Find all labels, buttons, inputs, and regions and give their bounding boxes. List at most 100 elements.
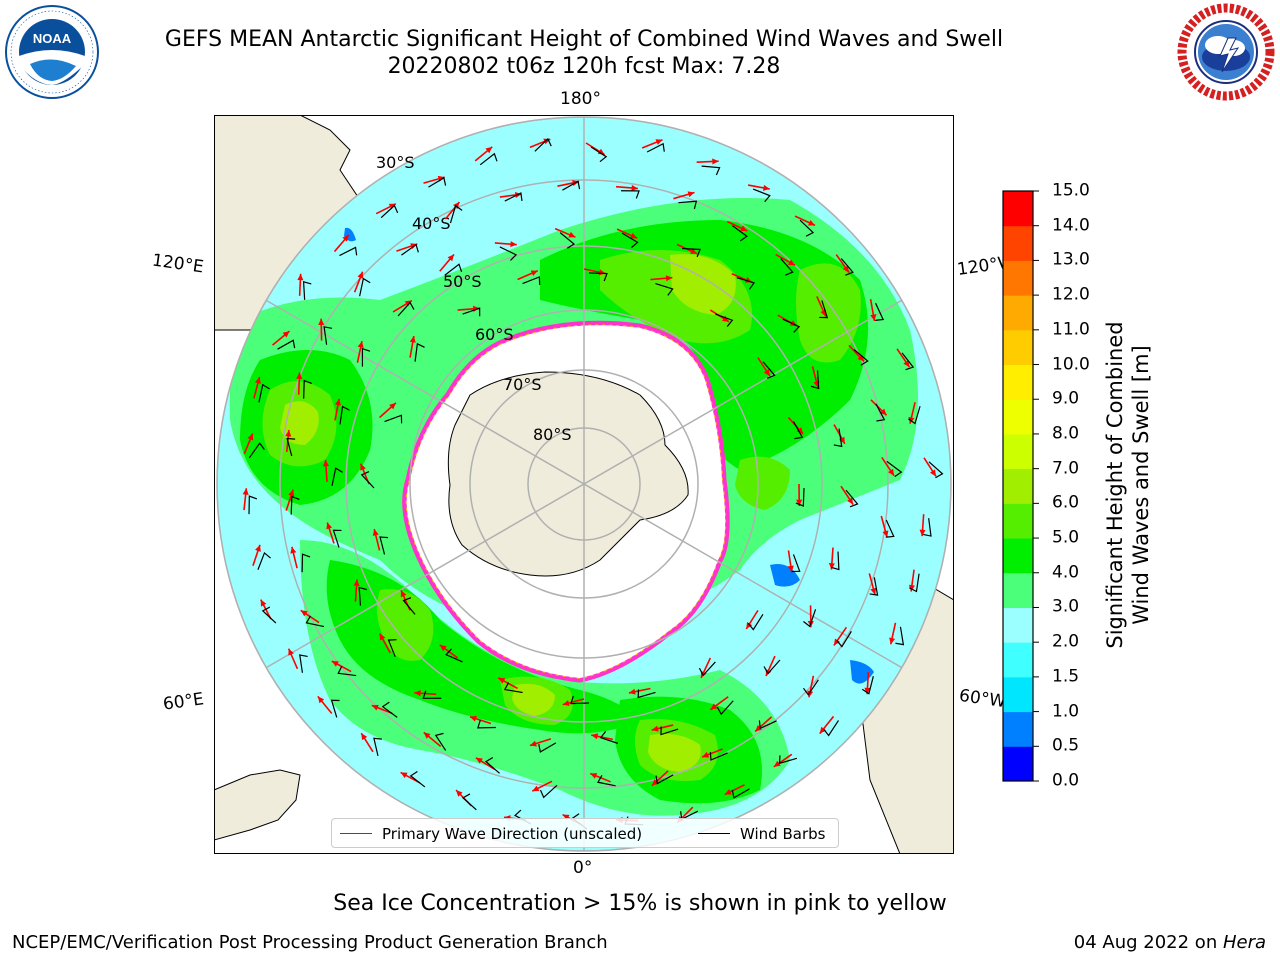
colorbar-bin: [1003, 295, 1033, 331]
wave-direction-arrowhead: [287, 648, 294, 656]
wave-direction-arrowhead: [796, 426, 803, 434]
colorbar-tick-label: 2.0: [1052, 631, 1080, 652]
colorbar-tick-label: 14.0: [1052, 215, 1090, 236]
nws-logo-icon: [1176, 2, 1276, 102]
wind-barb: [752, 188, 771, 202]
wave-direction-arrowhead: [562, 699, 570, 706]
wave-direction-arrowhead: [846, 497, 853, 505]
wind-barb: [413, 342, 425, 362]
wind-barb-legend-swatch: [698, 833, 730, 834]
wind-barb: [901, 352, 914, 370]
colorbar-bin: [1003, 191, 1033, 227]
wind-barb: [427, 176, 446, 188]
footer-date: 04 Aug 2022 on Hera: [1074, 932, 1266, 954]
colorbar-frame: [1002, 190, 1034, 782]
lat-label-40: 40°S: [412, 214, 451, 233]
lat-label-70: 70°S: [503, 375, 542, 394]
wave-direction-arrowhead: [379, 633, 385, 640]
wave-direction-arrowhead: [509, 240, 517, 247]
wave-direction-arrowhead: [739, 225, 747, 231]
wind-barb: [358, 586, 367, 606]
wind-barb: [636, 688, 656, 698]
lat-label-80: 80°S: [533, 425, 572, 444]
wave-direction-arrowhead: [246, 432, 253, 440]
wind-barb: [885, 519, 895, 538]
wave-direction-arrowhead: [787, 565, 794, 572]
wind-barb: [782, 318, 800, 333]
wind-barb: [387, 638, 397, 657]
wind-barb: [521, 275, 540, 285]
wave-direction-arrowhead: [819, 309, 826, 317]
colorbar-bin: [1003, 433, 1033, 470]
wind-barb: [336, 665, 356, 676]
footer-machine: Hera: [1222, 932, 1266, 953]
wind-barb: [795, 487, 805, 507]
wave-direction-arrowhead: [562, 814, 570, 820]
wind-barb: [421, 690, 441, 699]
wave-direction-arrowhead: [360, 732, 367, 740]
wave-direction-arrowhead: [629, 232, 637, 238]
wind-barb: [830, 551, 840, 570]
colorbar: [1002, 189, 1052, 787]
wave-direction-arrowhead: [296, 273, 303, 280]
wind-barb: [869, 576, 878, 596]
wave-direction-arrowhead: [828, 562, 835, 570]
wave-direction-legend-label: Primary Wave Direction (unscaled): [382, 825, 643, 843]
wind-barb: [654, 773, 673, 784]
wind-barb: [434, 732, 446, 751]
wave-direction-arrowhead: [745, 621, 752, 629]
colorbar-tick-label: 3.0: [1052, 596, 1080, 617]
colorbar-tick-label: 10.0: [1052, 354, 1090, 375]
wind-barb: [358, 277, 371, 296]
colorbar-bin: [1003, 468, 1033, 504]
wave-direction-arrowhead: [423, 731, 431, 739]
wind-barb: [476, 719, 496, 728]
wind-barb: [659, 726, 678, 735]
wave-direction-arrowhead: [284, 429, 291, 437]
footer-producer: NCEP/EMC/Verification Post Processing Pr…: [12, 932, 608, 953]
wind-barb: [620, 189, 640, 199]
wind-barb: [701, 165, 720, 175]
wind-barb: [654, 282, 674, 296]
lon-label-180: 180°: [560, 89, 601, 109]
wave-direction-arrowhead: [589, 772, 597, 779]
wind-barb: [400, 243, 419, 256]
wind-barb: [621, 232, 639, 248]
colorbar-tick-label: 8.0: [1052, 423, 1080, 444]
wave-direction-arrowhead: [317, 695, 324, 703]
noaa-logo-icon: NOAA: [4, 4, 100, 100]
wave-direction-arrowhead: [763, 368, 770, 376]
colorbar-bin: [1003, 676, 1033, 713]
wave-direction-arrowhead: [400, 589, 406, 597]
wind-barb: [763, 659, 780, 674]
wave-direction-arrowhead: [879, 408, 887, 415]
wave-direction-arrowhead: [567, 231, 575, 238]
wind-barb: [779, 257, 794, 276]
wind-barb: [818, 299, 828, 318]
colorbar-tick-label: 13.0: [1052, 249, 1090, 270]
wind-barb: [539, 784, 557, 798]
wind-barb: [360, 470, 374, 488]
wave-direction-arrowhead: [863, 687, 871, 694]
wave-direction-arrowhead: [357, 340, 364, 348]
wind-barb: [330, 466, 343, 486]
lon-label-60e: 60°E: [161, 689, 206, 715]
wind-barb: [810, 369, 819, 389]
wave-direction-arrowhead: [787, 258, 795, 265]
wave-direction-arrowhead: [289, 546, 296, 554]
wind-barb: [533, 137, 552, 152]
wave-direction-arrowhead: [353, 579, 360, 586]
wind-barb: [504, 191, 523, 202]
wave-direction-arrowhead: [331, 660, 339, 667]
wind-barb: [677, 200, 697, 209]
wave-direction-arrowhead: [413, 689, 421, 696]
colorbar-bin: [1003, 329, 1033, 366]
wave-direction-arrowhead: [721, 315, 729, 322]
wind-barb: [361, 347, 370, 367]
wind-barb: [247, 494, 257, 514]
wind-barb: [714, 312, 733, 327]
colorbar-tick-label: 1.5: [1052, 666, 1080, 687]
wave-direction-arrowhead: [295, 372, 302, 379]
wind-barb: [261, 606, 276, 624]
wave-direction-arrowhead: [709, 703, 717, 710]
